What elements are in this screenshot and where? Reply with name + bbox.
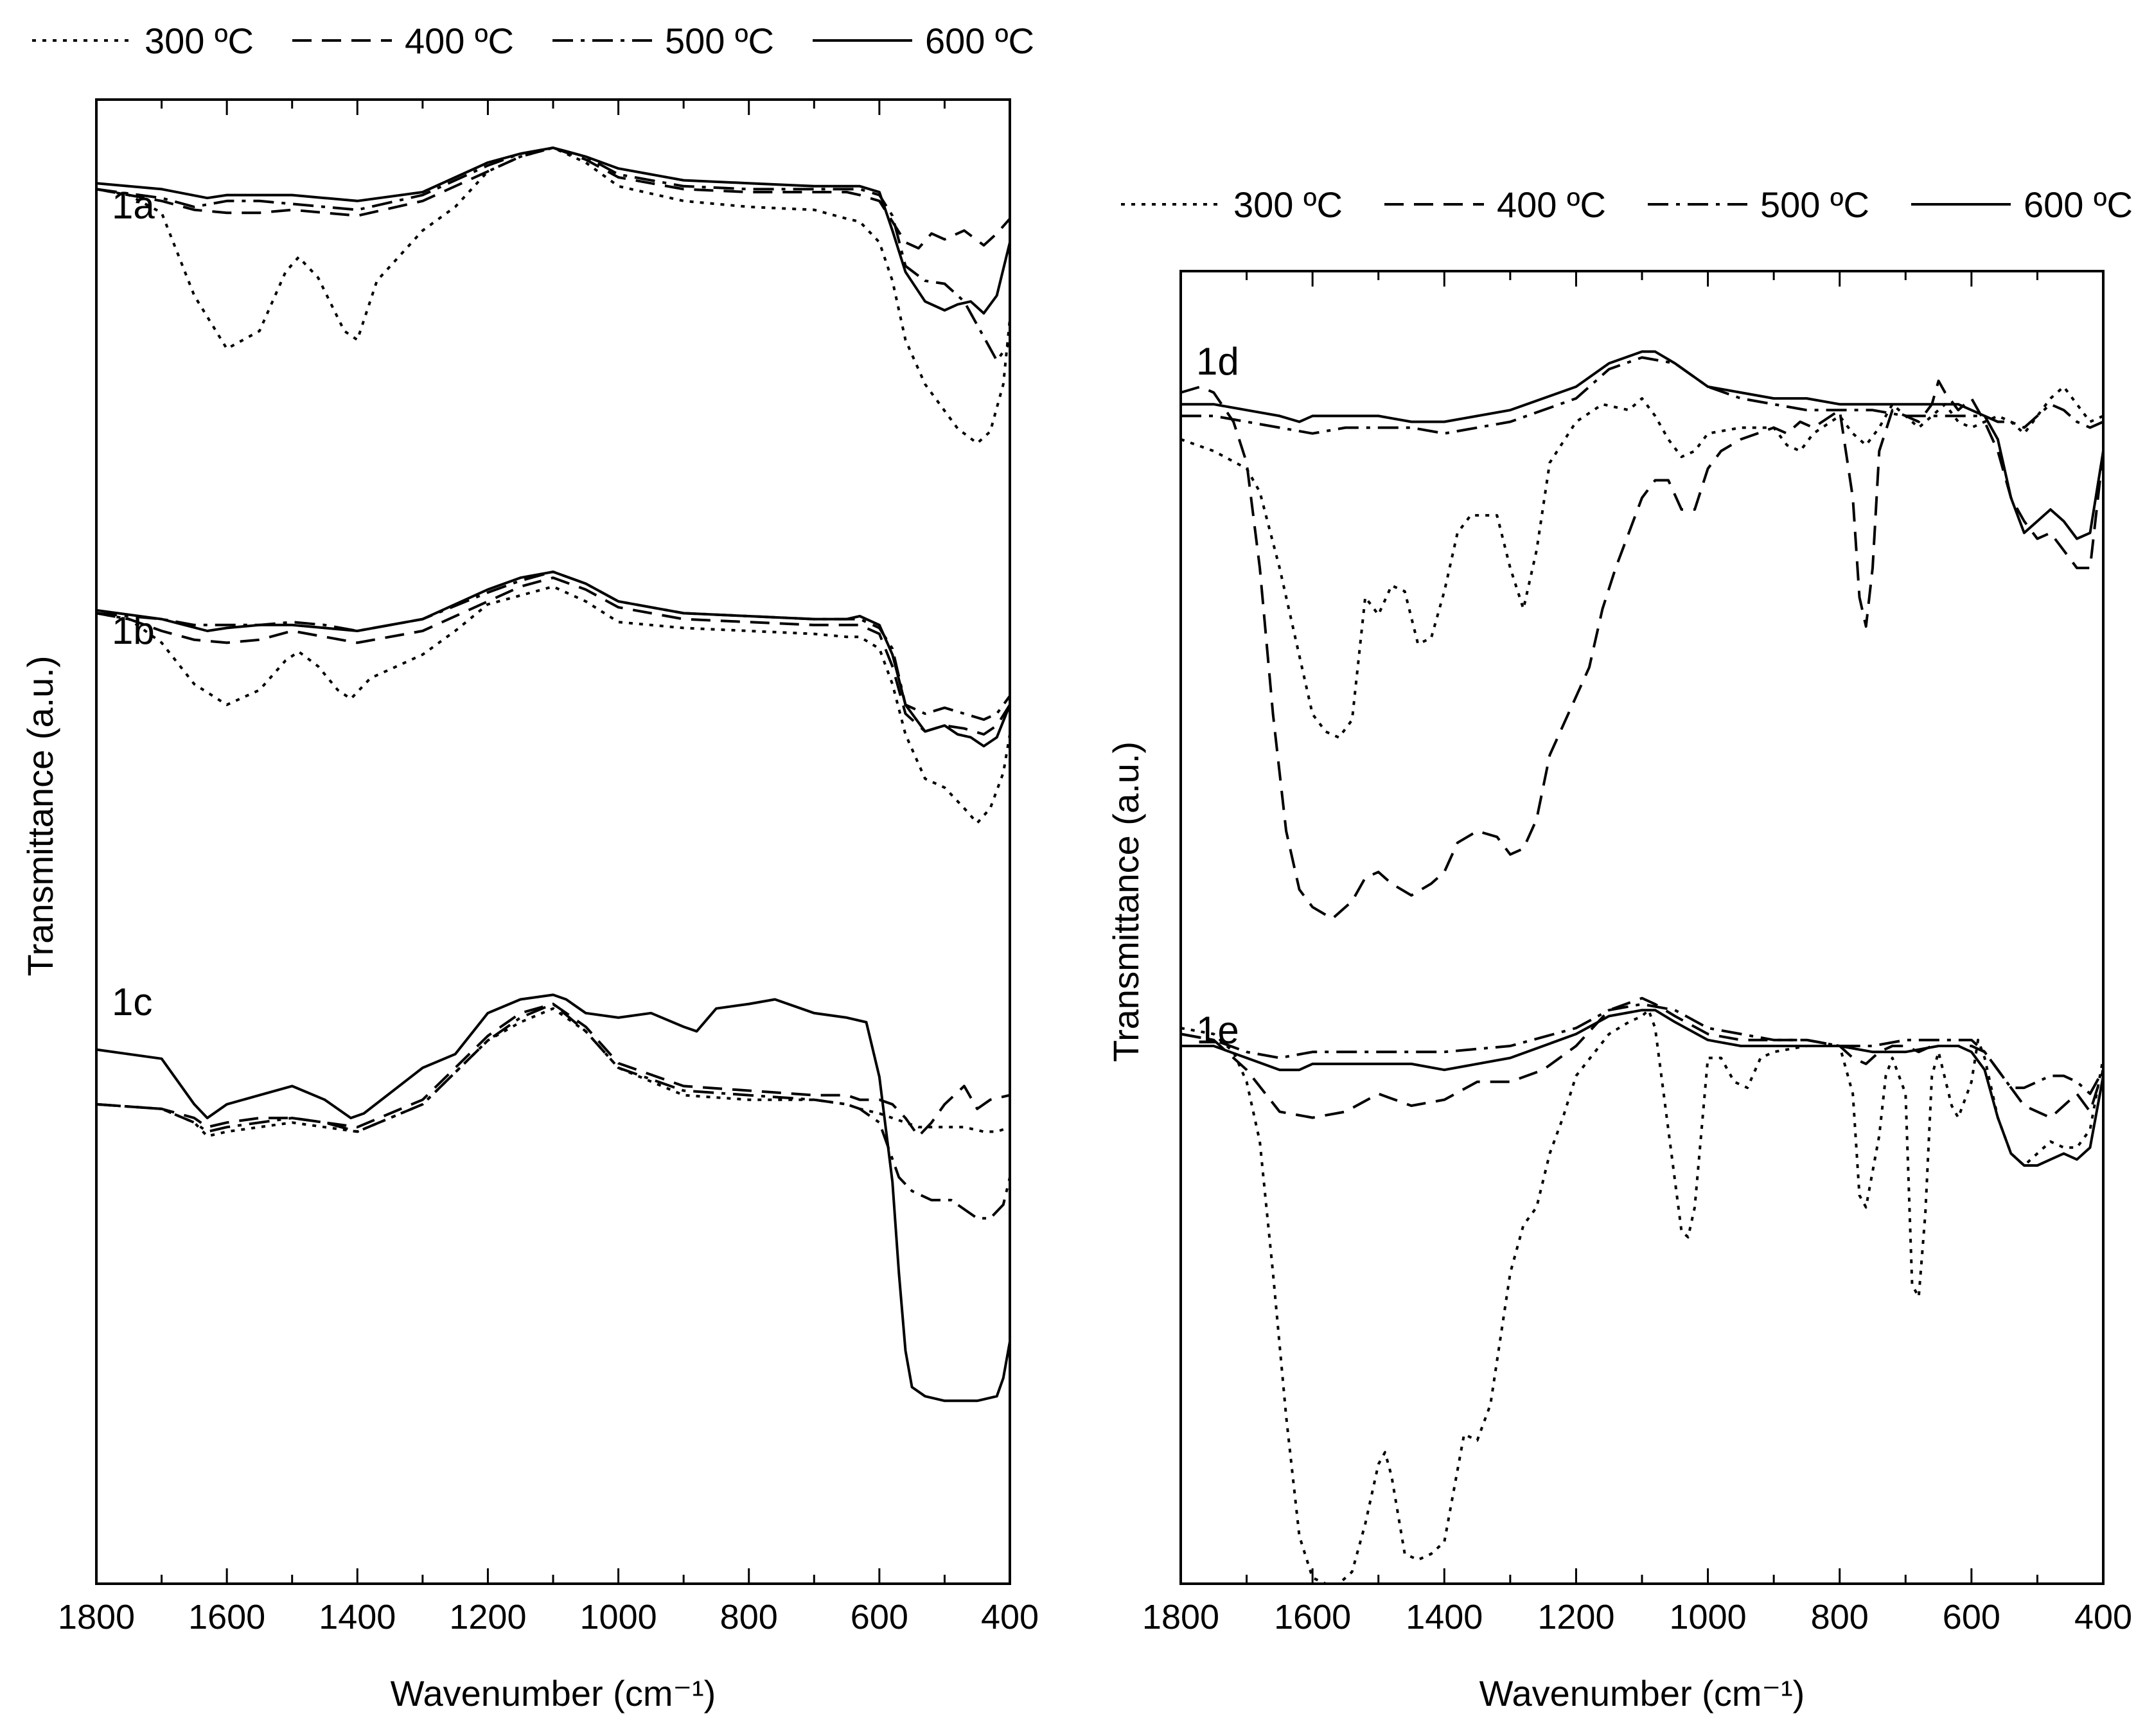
legend-item: 400 ºC [292,21,514,61]
x-tick-label: 1000 [1670,1598,1747,1636]
legend-item: 300 ºC [1121,184,1343,225]
x-tick-label: 1200 [1537,1598,1614,1636]
plot-frame [95,98,1011,1585]
x-tick-label: 1400 [1406,1598,1483,1636]
legend-label: 400 ºC [405,21,514,61]
series-line-1b-4 [96,571,1011,748]
series-line-1e-4 [1181,1009,2105,1167]
legend-label: 600 ºC [925,21,1034,61]
y-axis-title: Transmittance (a.u.) [1106,741,1146,1062]
x-tick-label: 600 [851,1598,908,1636]
panel-1a: 1a [96,146,1011,445]
series-line-1d-3 [1181,356,2104,435]
legend-item: 600 ºC [1911,184,2133,225]
plot-frame [1179,270,2105,1585]
series-line-1d-4 [1181,350,2105,540]
legend-item: 300 ºC [32,21,254,61]
series-line-1c-4 [96,993,1011,1403]
series-line-1a-1 [96,146,1011,445]
series-line-1e-2 [1180,996,2105,1119]
legend-item: 400 ºC [1384,184,1606,225]
x-tick-label: 600 [1943,1598,2000,1636]
series-line-1c-2 [96,1002,1011,1138]
x-tick-label: 1400 [319,1598,396,1636]
series-line-1e-1 [1180,1009,2105,1585]
panel-1c: 1c [96,980,1011,1403]
x-tick-label: 800 [720,1598,778,1636]
x-tick-label: 1600 [188,1598,265,1636]
x-tick-label: 800 [1811,1598,1869,1636]
legend-item: 600 ºC [813,21,1034,61]
panel-1b: 1b [96,571,1011,824]
series-line-1a-4 [96,146,1011,315]
x-axis: 1800 1600 1400 1200 1000 800 600 400 [58,100,1039,1636]
series-line-1b-1 [96,585,1011,824]
panel-label: 1c [112,980,152,1023]
x-tick-label: 400 [981,1598,1039,1636]
panel-label: 1d [1196,340,1239,383]
legend-label: 500 ºC [665,21,774,61]
x-tick-label: 1800 [1142,1598,1219,1636]
legend-item: 500 ºC [552,21,774,61]
x-tick-label: 400 [2074,1598,2132,1636]
legend-label: 500 ºC [1760,184,1869,225]
legend-item: 500 ºC [1648,184,1869,225]
legend-label: 300 ºC [1233,184,1343,225]
x-axis-title: Wavenumber (cm⁻¹) [391,1673,716,1714]
series-line-1e-3 [1180,1002,2105,1095]
legend: 300 ºC 400 ºC 500 ºC 600 ºC [32,21,1034,61]
chart-1: 1800 1600 1400 1200 1000 800 600 400 Wavenumber … [20,21,1039,1714]
y-axis-title: Transmittance (a.u.) [20,656,60,977]
series-line-1c-3 [96,1002,1011,1220]
chart-2: 1800 1600 1400 1200 1000 800 600 400 Wavenumber … [1106,184,2133,1714]
panel-1d: 1d [1180,340,2105,920]
series-line-1a-2 [96,146,1011,250]
x-axis-title: Wavenumber (cm⁻¹) [1479,1673,1805,1714]
series-line-1d-2 [1180,379,2105,920]
legend-label: 600 ºC [2024,184,2133,225]
x-tick-label: 1600 [1274,1598,1351,1636]
series-line-1a-3 [96,146,1011,362]
series-line-1d-1 [1180,385,2104,739]
legend-label: 300 ºC [145,21,254,61]
series-line-1b-2 [96,576,1011,736]
panel-1e: 1e [1180,996,2105,1585]
series-line-1c-1 [96,1007,1011,1138]
x-tick-label: 1200 [449,1598,526,1636]
legend: 300 ºC 400 ºC 500 ºC 600 ºC [1121,184,2133,225]
legend-label: 400 ºC [1497,184,1606,225]
x-axis: 1800 1600 1400 1200 1000 800 600 400 [1142,271,2132,1636]
x-tick-label: 1000 [580,1598,657,1636]
x-tick-label: 1800 [58,1598,135,1636]
